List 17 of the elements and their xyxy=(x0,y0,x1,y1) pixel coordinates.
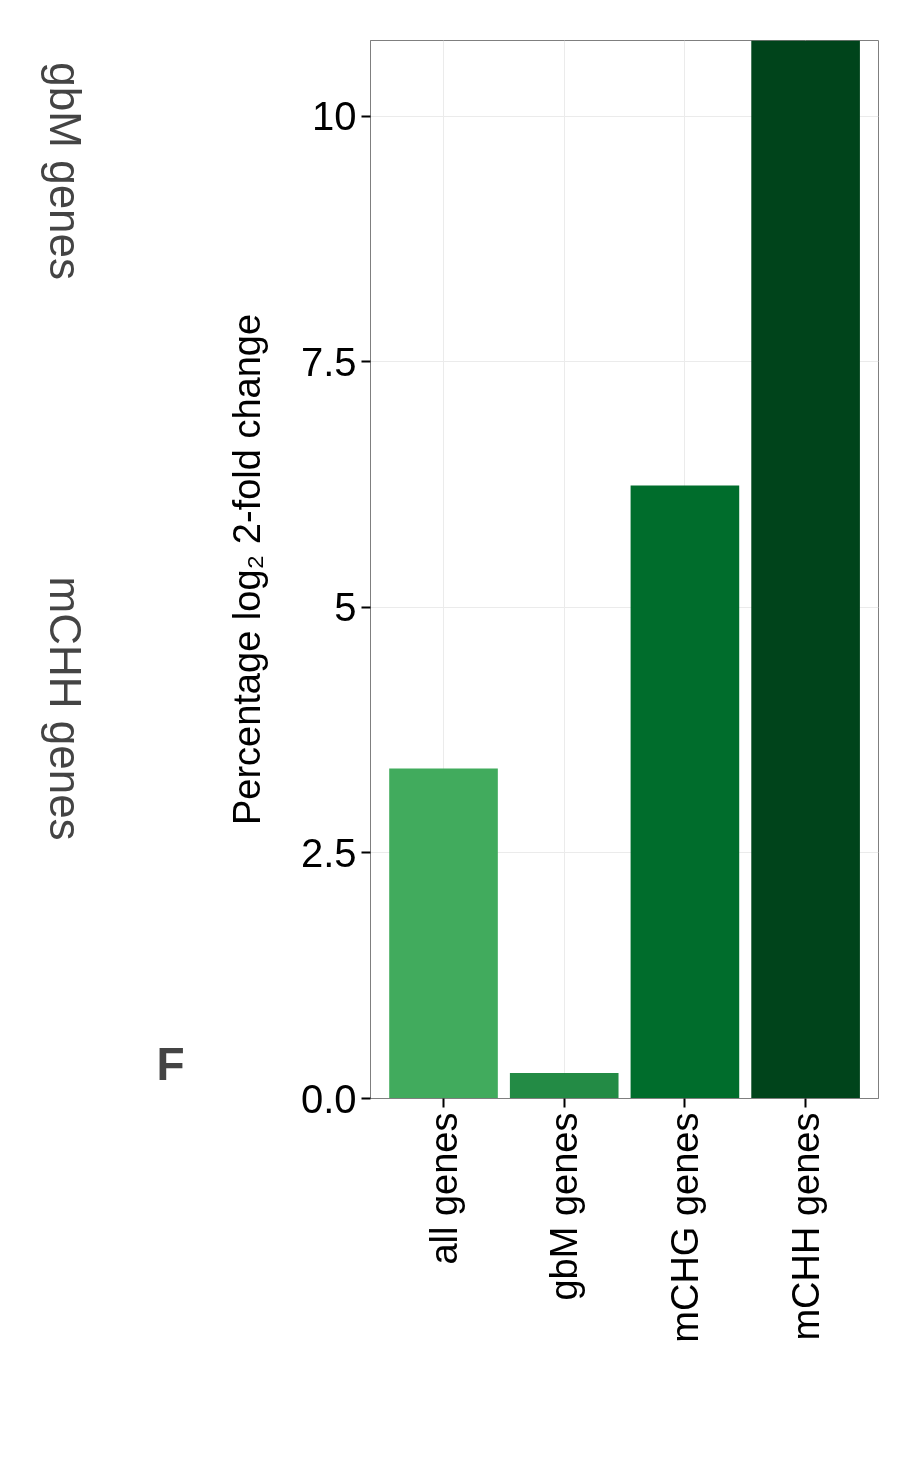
y-tick-label: 10 xyxy=(312,94,357,139)
bar xyxy=(389,768,498,1099)
bar xyxy=(630,485,740,1099)
x-tick-label: all genes xyxy=(422,1112,465,1265)
bar xyxy=(751,40,860,1099)
y-tick-label: 0.0 xyxy=(300,1076,357,1121)
y-tick-label: 7.5 xyxy=(300,339,357,384)
y-tick-label: 5 xyxy=(334,585,357,630)
y-axis-title: Percentage log₂ 2-fold change xyxy=(225,313,268,826)
y-tick-label: 2.5 xyxy=(300,830,357,875)
text: gbM genes xyxy=(41,62,90,281)
x-tick-label: mCHG genes xyxy=(663,1112,706,1343)
x-tick-label: gbM genes xyxy=(543,1112,586,1301)
x-tick-label: mCHH genes xyxy=(784,1112,827,1341)
text: F xyxy=(156,1038,185,1091)
text: mCHH genes xyxy=(41,576,90,841)
bar xyxy=(509,1072,619,1099)
